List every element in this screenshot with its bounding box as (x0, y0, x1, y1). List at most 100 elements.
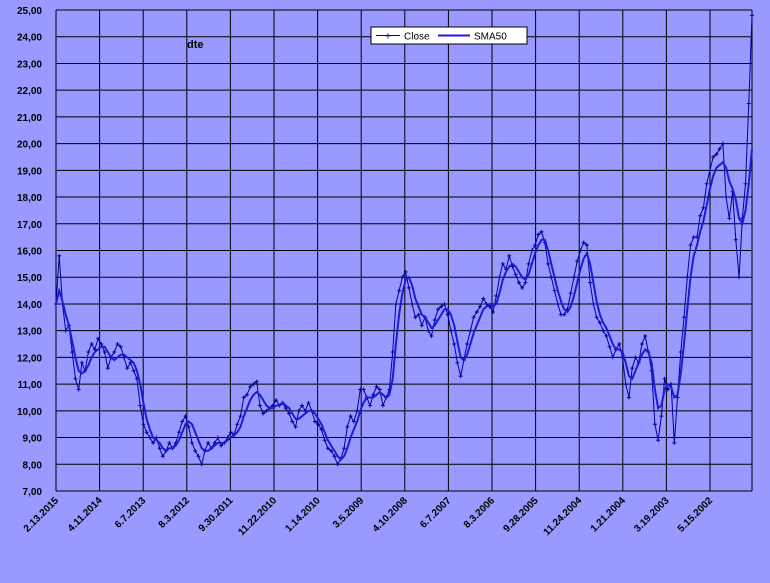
close-point (300, 403, 305, 408)
close-point (186, 424, 191, 429)
close-point (639, 342, 644, 347)
close-point (465, 342, 470, 347)
chart-title: dte (187, 39, 204, 51)
y-tick-label: 18,00 (17, 193, 42, 204)
y-tick-label: 12,00 (17, 353, 42, 364)
close-point (445, 312, 450, 317)
close-point (270, 403, 275, 408)
close-point (293, 424, 298, 429)
close-point (578, 248, 583, 253)
close-point (199, 462, 204, 467)
close-point (513, 272, 518, 277)
close-point (251, 382, 256, 387)
close-point (102, 350, 107, 355)
close-point (743, 181, 748, 186)
close-point (79, 360, 84, 365)
close-point (121, 355, 126, 360)
close-point (400, 275, 405, 280)
close-point (335, 462, 340, 467)
close-point (439, 304, 444, 309)
close-point (225, 435, 230, 440)
close-point (151, 440, 156, 445)
close-point (452, 342, 457, 347)
close-point (588, 280, 593, 285)
close-point (393, 301, 398, 306)
close-point (180, 419, 185, 424)
close-point (131, 368, 136, 373)
sma50-line (55, 148, 753, 461)
close-point (332, 454, 337, 459)
close-point (63, 328, 68, 333)
close-point (656, 438, 661, 443)
close-point (604, 334, 609, 339)
close-point (733, 237, 738, 242)
close-point (406, 285, 411, 290)
close-point (623, 382, 628, 387)
close-point (371, 392, 376, 397)
close-point (290, 419, 295, 424)
y-tick-label: 11,00 (18, 380, 43, 391)
close-point (507, 253, 512, 258)
legend-sma50-label: SMA50 (474, 32, 507, 43)
close-point (552, 288, 557, 293)
close-point (516, 280, 521, 285)
close-point (591, 301, 596, 306)
close-point (533, 243, 538, 248)
close-point (682, 315, 687, 320)
close-point (368, 403, 373, 408)
y-tick-label: 10,00 (17, 407, 42, 418)
close-point (617, 342, 622, 347)
close-point (487, 304, 492, 309)
close-point (494, 293, 499, 298)
close-point (89, 342, 94, 347)
close-point (351, 419, 356, 424)
close-point (112, 350, 117, 355)
close-point (183, 414, 188, 419)
close-point (115, 342, 120, 347)
close-point (397, 288, 402, 293)
close-point (526, 261, 531, 266)
close-point (688, 243, 693, 248)
close-point (474, 309, 479, 314)
y-tick-label: 22,00 (17, 86, 42, 97)
close-point (491, 309, 496, 314)
close-point (652, 422, 657, 427)
close-point (99, 342, 104, 347)
close-point (283, 406, 288, 411)
close-point (429, 334, 434, 339)
close-point (724, 195, 729, 200)
y-tick-label: 19,00 (17, 166, 42, 177)
close-point (546, 261, 551, 266)
close-point (416, 312, 421, 317)
close-point (643, 334, 648, 339)
close-point (329, 448, 334, 453)
close-point (442, 301, 447, 306)
y-tick-label: 14,00 (17, 300, 42, 311)
close-point (141, 422, 146, 427)
close-point (212, 440, 217, 445)
close-point (685, 275, 690, 280)
y-tick-label: 15,00 (17, 273, 42, 284)
close-point (581, 240, 586, 245)
close-point (264, 408, 269, 413)
close-point (73, 376, 78, 381)
close-point (704, 181, 709, 186)
close-point (157, 446, 162, 451)
close-point (597, 320, 602, 325)
close-point (727, 216, 732, 221)
close-point (717, 146, 722, 151)
close-point (601, 328, 606, 333)
close-point (432, 317, 437, 322)
y-tick-label: 13,00 (17, 327, 42, 338)
close-point (455, 360, 460, 365)
close-point (125, 366, 130, 371)
close-point (669, 382, 674, 387)
legend-close-marker: + (385, 31, 391, 43)
close-point (147, 435, 152, 440)
close-point (138, 403, 143, 408)
close-point (584, 243, 589, 248)
close-point (355, 408, 360, 413)
close-point (342, 446, 347, 451)
close-point (316, 422, 321, 427)
